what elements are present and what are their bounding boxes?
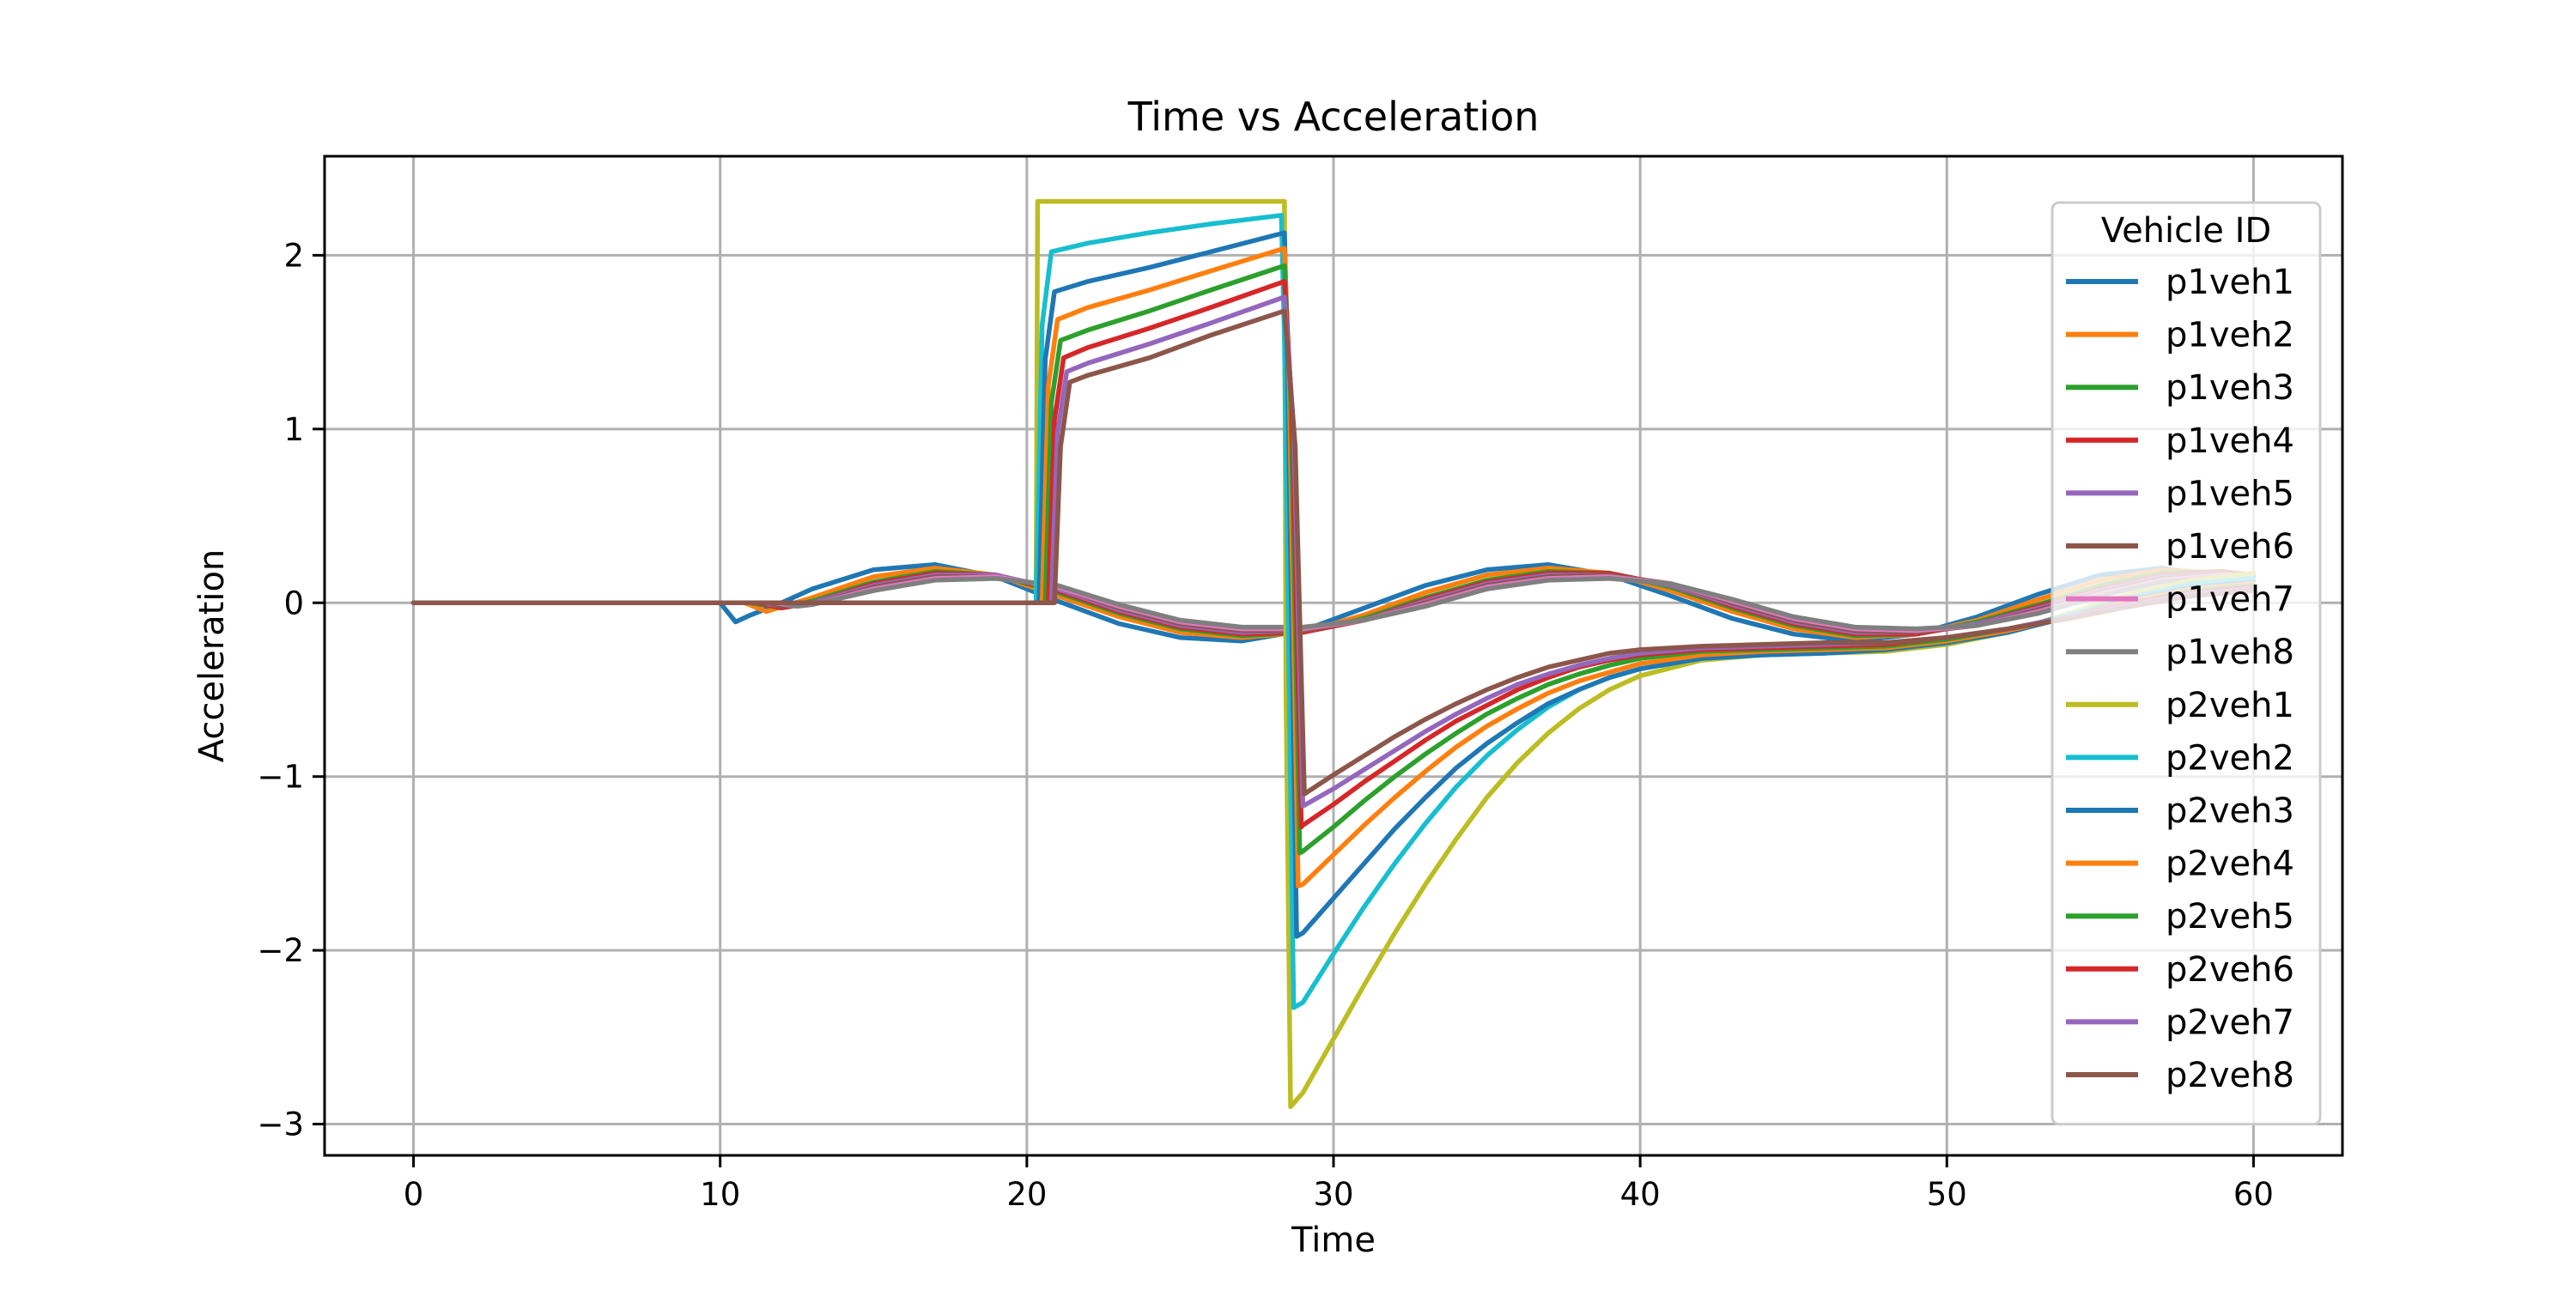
legend-label: p2veh8 [2166,1056,2294,1095]
legend-entry: p2veh1 [2066,686,2294,725]
legend-label: p1veh8 [2166,633,2294,672]
legend-entry: p2veh2 [2066,738,2294,778]
legend-entry: p2veh8 [2066,1056,2294,1095]
legend-label: p2veh5 [2166,897,2294,936]
series-layer [410,198,2257,1110]
legend-label: p2veh3 [2166,791,2294,831]
x-tick-label: 20 [1006,1176,1047,1213]
legend-entry: p1veh7 [2066,580,2294,620]
chart-title: Time vs Acceleration [1127,94,1540,140]
legend-entry: p1veh4 [2066,421,2294,461]
legend-label: p1veh6 [2166,527,2294,567]
x-tick-label: 10 [700,1176,740,1213]
legend-label: p1veh2 [2166,316,2294,355]
legend-entry: p2veh6 [2066,950,2294,990]
y-tick-label: −3 [257,1106,304,1143]
legend-label: p1veh7 [2166,580,2294,620]
x-tick-label: 40 [1620,1176,1661,1213]
y-tick-label: −1 [257,759,304,796]
x-tick-label: 60 [2233,1176,2274,1213]
legend-entry: p1veh5 [2066,474,2294,513]
y-axis-title: Acceleration [192,549,232,763]
legend-entries: p1veh1 p1veh2 p1veh3 p1veh4 p1veh5 p1veh6 p1ve… [2066,263,2294,1095]
x-tick-label: 30 [1313,1176,1353,1213]
y-tick-label: −2 [257,932,304,969]
legend-title: Vehicle ID [2101,211,2271,251]
legend-entry: p1veh1 [2066,263,2294,302]
series-line-p2veh8 [410,308,2257,797]
legend-label: p1veh3 [2166,368,2294,408]
legend-label: p2veh2 [2166,738,2294,778]
series-line-p1veh1 [410,561,2257,644]
legend-entry: p2veh3 [2066,791,2294,831]
legend-entry: p1veh2 [2066,316,2294,355]
legend-label: p2veh6 [2166,950,2294,990]
y-tick-label: 1 [283,411,304,448]
y-tick-label: 2 [283,237,304,274]
legend-label: p2veh4 [2166,845,2294,884]
legend-label: p2veh7 [2166,1003,2294,1042]
legend-entry: p2veh7 [2066,1003,2294,1042]
legend-entry: p1veh3 [2066,368,2294,408]
legend-entry: p2veh5 [2066,897,2294,936]
legend-label: p2veh1 [2166,686,2294,725]
legend: Vehicle ID p1veh1p1veh2p1veh3p1veh4p1veh… [2050,201,2322,1126]
legend-box [2050,201,2322,1126]
legend-entry: p1veh8 [2066,633,2294,672]
x-tick-label: 50 [1927,1176,1967,1213]
x-tick-label: 0 [404,1176,424,1213]
ticks-layer: 0 10 20 30 40 50 60 −3 −2 −1 0 1 2 [257,237,2274,1213]
series-line-p1veh8 [410,574,2257,632]
legend-label: p1veh1 [2166,263,2294,302]
series-line-p1veh2 [410,566,2257,640]
x-axis-title: Time [1291,1221,1376,1260]
legend-entry: p2veh4 [2066,845,2294,884]
legend-label: p1veh4 [2166,421,2294,461]
legend-entry: p1veh6 [2066,527,2294,567]
y-tick-label: 0 [283,585,304,621]
legend-label: p1veh5 [2166,474,2294,513]
